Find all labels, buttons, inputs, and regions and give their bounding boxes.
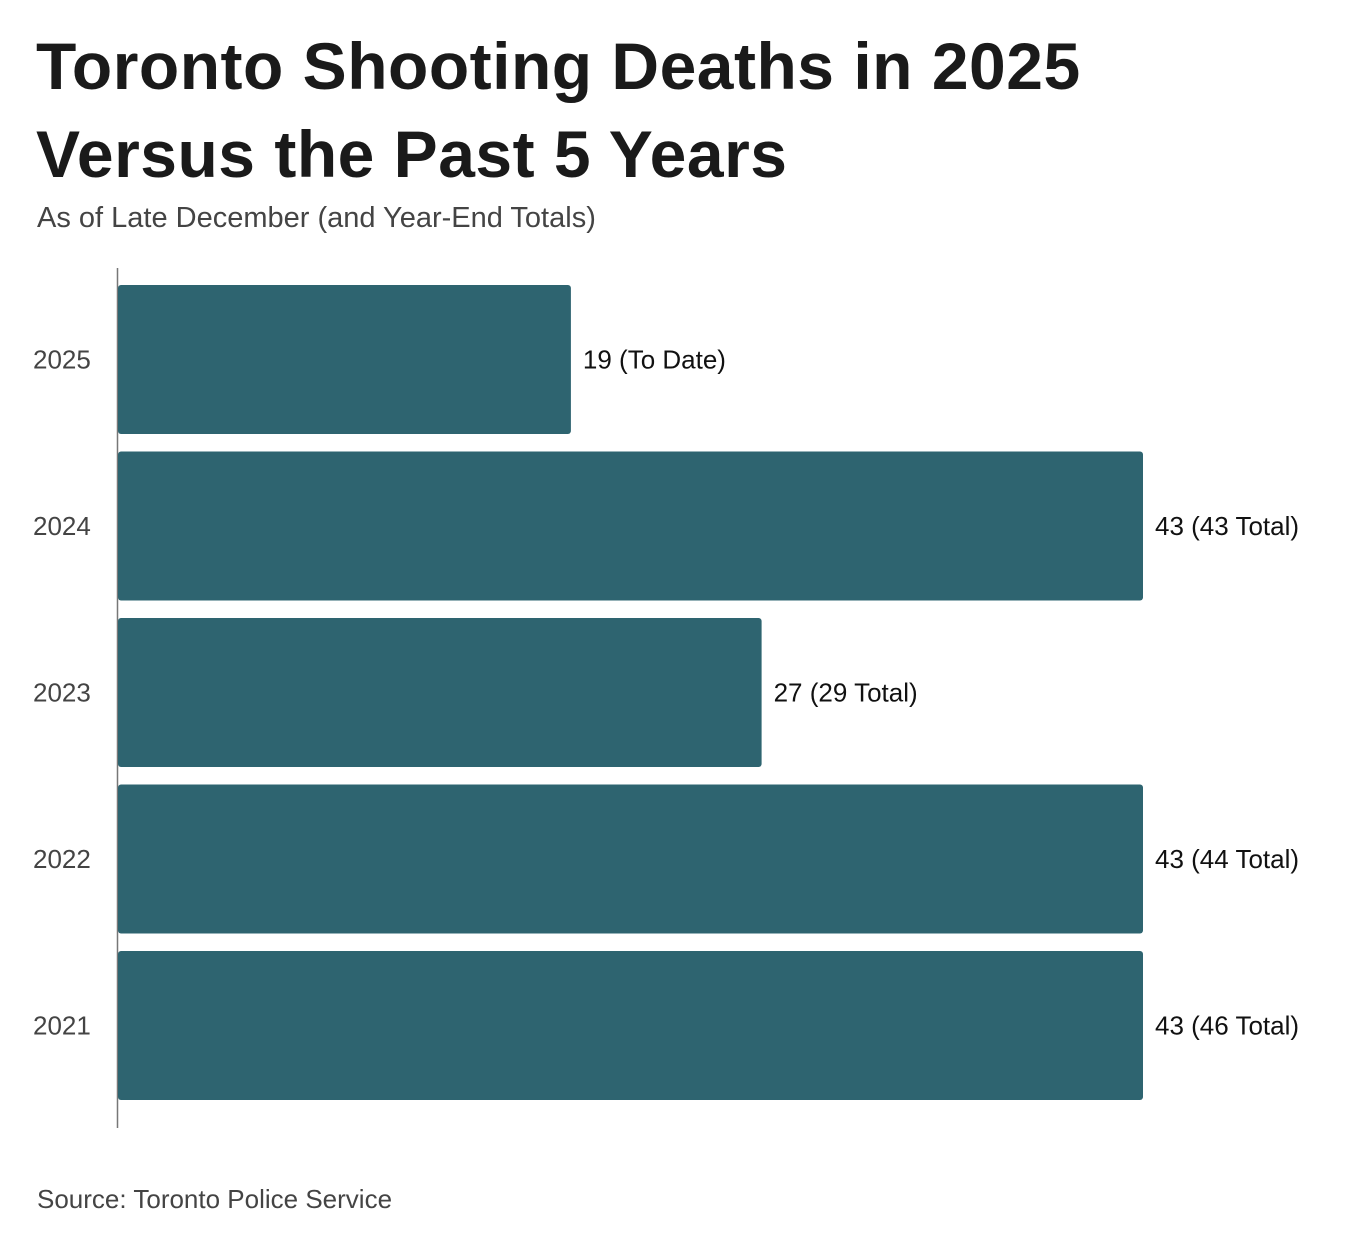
data-label: 43 (46 Total) <box>1155 1011 1299 1041</box>
data-label: 43 (44 Total) <box>1155 844 1299 874</box>
y-tick-label: 2025 <box>33 345 91 375</box>
source-note: Source: Toronto Police Service <box>37 1184 393 1214</box>
bar-2025 <box>118 285 571 434</box>
bar-2022 <box>118 784 1143 934</box>
chart-subtitle: As of Late December (and Year-End Totals… <box>37 202 596 234</box>
y-tick-label: 2024 <box>33 511 91 541</box>
y-tick-label: 2021 <box>33 1011 91 1041</box>
data-label: 27 (29 Total) <box>774 678 918 708</box>
chart-title: Toronto Shooting Deaths in 2025 Versus t… <box>36 29 1081 191</box>
bar-2023 <box>118 618 762 767</box>
data-label: 43 (43 Total) <box>1155 511 1299 541</box>
y-tick-label: 2023 <box>33 678 91 708</box>
y-tick-label: 2022 <box>33 844 91 874</box>
bar-2021 <box>118 951 1143 1100</box>
bar-2024 <box>118 451 1143 601</box>
data-label: 19 (To Date) <box>583 345 726 375</box>
